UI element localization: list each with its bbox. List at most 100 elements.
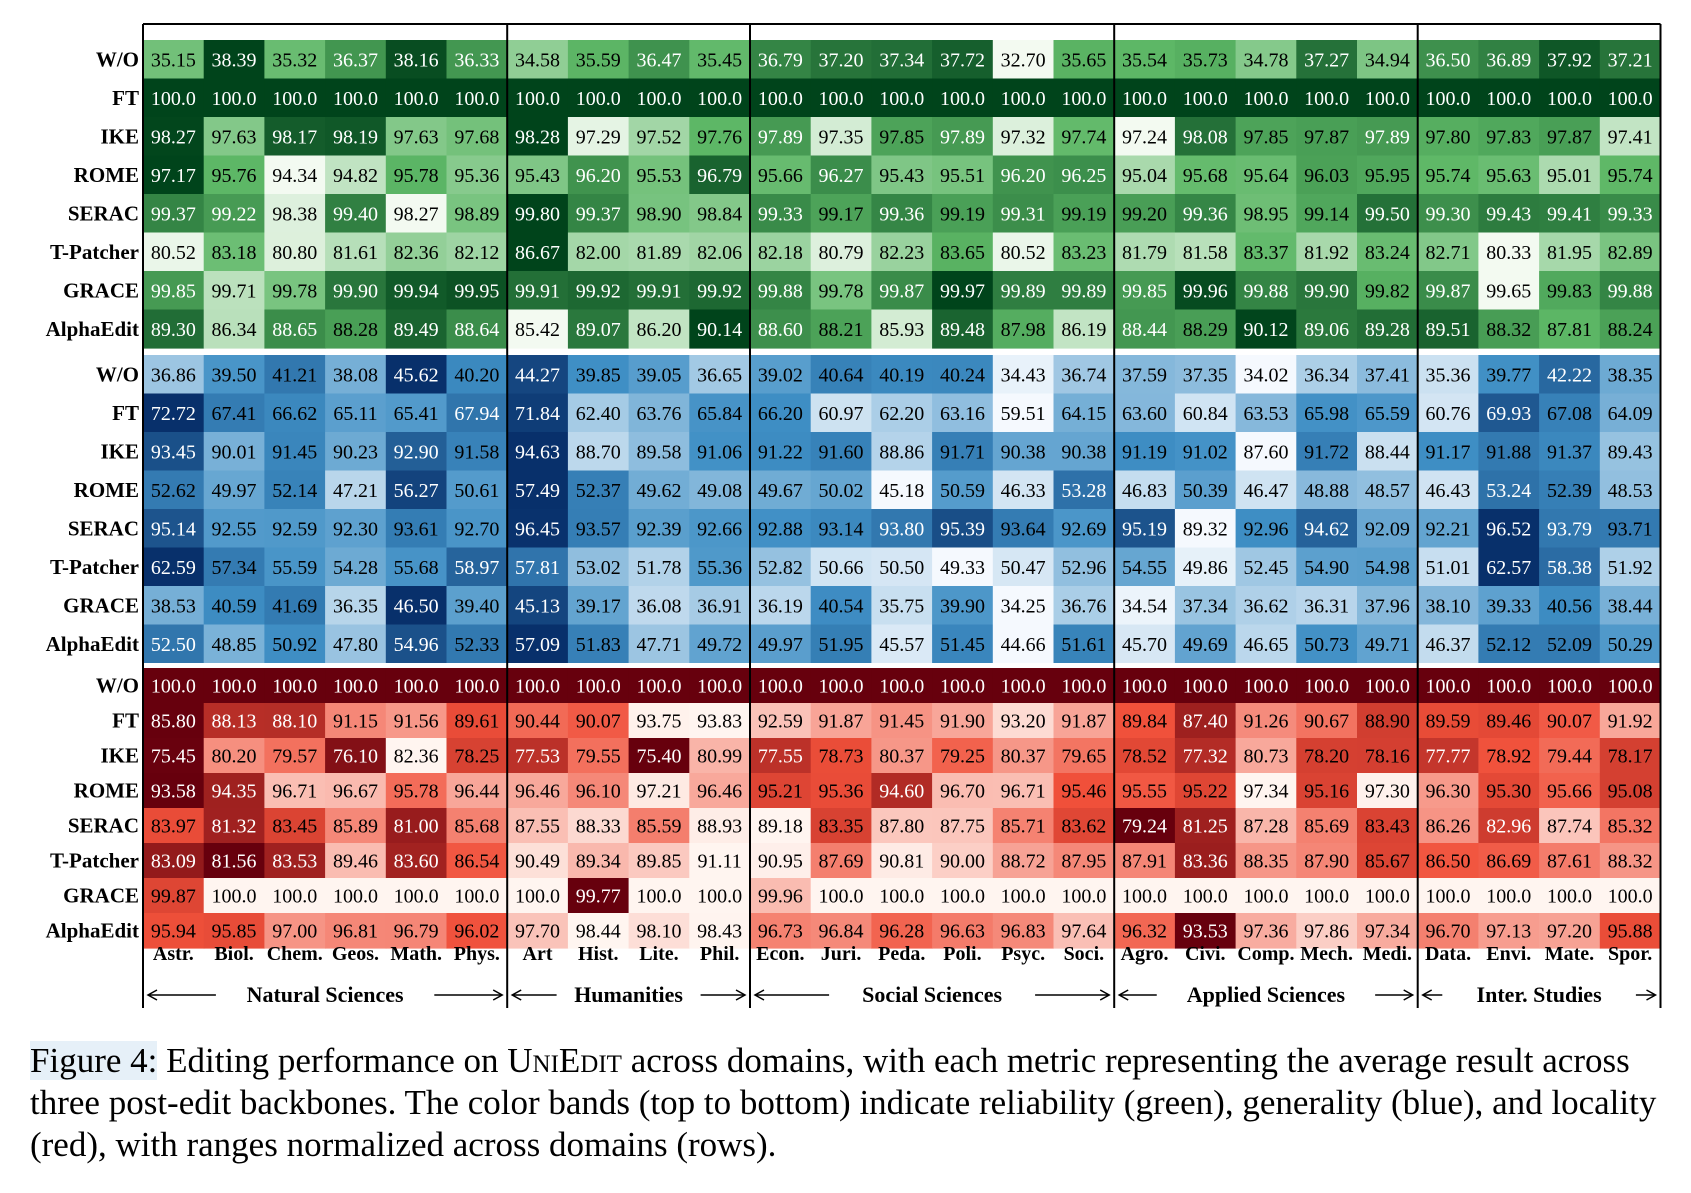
cell-value: 88.35 [1243, 851, 1288, 873]
cell-value: 100.0 [758, 676, 803, 698]
heat-cell [1357, 40, 1419, 80]
cell-value: 90.07 [576, 711, 621, 733]
row-label: W/O [96, 47, 139, 71]
heat-cell [1053, 703, 1115, 739]
cell-value: 99.82 [1365, 280, 1410, 302]
cell-value: 83.24 [1365, 242, 1410, 264]
cell-value: 97.70 [515, 921, 560, 943]
row-generality-w/o: W/O 36.86 39.50 41.21 38.08 45.62 40.20 44.27 39… [96, 355, 1662, 395]
cell-value: 40.64 [819, 364, 864, 386]
cell-value: 41.69 [272, 595, 317, 617]
cell-value: 35.59 [576, 49, 621, 71]
heat-cell [1174, 913, 1237, 949]
cell-value: 86.50 [1426, 851, 1471, 873]
heat-cell [1357, 808, 1419, 844]
column-label: Mate. [1545, 943, 1594, 965]
cell-value: 83.43 [1365, 816, 1410, 838]
heat-cell [1114, 309, 1176, 349]
heat-cell [507, 194, 569, 234]
heat-cell [1539, 155, 1601, 195]
cell-value: 49.62 [636, 480, 681, 502]
cell-value: 46.37 [1426, 634, 1471, 656]
cell-value: 100.0 [1183, 676, 1228, 698]
cell-value: 80.79 [819, 242, 864, 264]
row-reliability-grace: GRACE 99.85 99.71 99.78 99.90 99.94 99.95 99.91… [63, 271, 1662, 311]
heat-cell [750, 470, 812, 510]
heat-cell [689, 738, 751, 774]
column-label: Astr. [153, 943, 194, 965]
cell-value: 50.02 [819, 480, 864, 502]
heat-cell [628, 703, 690, 739]
cell-value: 95.19 [1122, 518, 1167, 540]
column-label: Psyc. [1001, 943, 1045, 965]
cell-value: 98.10 [636, 921, 681, 943]
cell-value: 100.0 [940, 88, 985, 110]
cell-value: 97.63 [394, 126, 439, 148]
heat-cell [932, 155, 994, 195]
row-reliability-w/o: W/O 35.15 38.39 35.32 36.37 38.16 36.33 34.58 35… [96, 40, 1662, 80]
heat-cell [143, 773, 205, 809]
heat-cell [1174, 117, 1237, 157]
heat-cell [1539, 432, 1601, 472]
heat-cell [203, 117, 265, 157]
heat-cell [1357, 393, 1419, 433]
heat-cell [1296, 547, 1358, 587]
heat-cell [932, 509, 994, 549]
heat-cell [567, 878, 630, 914]
heat-cell [810, 194, 872, 234]
cell-value: 36.08 [636, 595, 681, 617]
cell-value: 79.24 [1122, 816, 1167, 838]
heat-cell [1478, 738, 1540, 774]
cell-value: 91.37 [1547, 441, 1592, 463]
row-reliability-serac: SERAC 99.37 99.22 98.38 99.40 98.27 98.89 99.80… [68, 194, 1662, 234]
heat-cell [264, 232, 326, 272]
heat-cell [1296, 808, 1358, 844]
cell-value: 91.72 [1304, 441, 1349, 463]
cell-value: 97.89 [1365, 126, 1410, 148]
heat-cell [567, 586, 630, 626]
heat-cell [810, 309, 872, 349]
heat-cell [1235, 808, 1297, 844]
heat-cell [628, 309, 690, 349]
cell-value: 36.89 [1486, 49, 1531, 71]
heat-cell [507, 586, 569, 626]
cell-value: 45.62 [394, 364, 439, 386]
heat-cell [203, 547, 265, 587]
heat-cell [507, 309, 569, 349]
heat-cell [932, 586, 994, 626]
heat-cell [992, 393, 1055, 433]
heat-cell [1296, 271, 1358, 311]
cell-value: 91.92 [1608, 711, 1653, 733]
heat-cell [325, 738, 387, 774]
heat-cell [628, 843, 690, 879]
heat-cell [1478, 155, 1540, 195]
cell-value: 44.27 [515, 364, 560, 386]
cell-value: 97.87 [1547, 126, 1592, 148]
heat-cell [1539, 355, 1601, 395]
cell-value: 96.52 [1486, 518, 1531, 540]
heat-cell [385, 40, 448, 80]
cell-value: 100.0 [1001, 886, 1046, 908]
cell-value: 89.43 [1608, 441, 1653, 463]
cell-value: 88.10 [272, 711, 317, 733]
cell-value: 95.68 [1183, 165, 1228, 187]
heat-cell [1174, 703, 1237, 739]
heat-cell [1417, 117, 1479, 157]
heat-cell [203, 878, 265, 914]
cell-value: 93.64 [1001, 518, 1046, 540]
cell-value: 99.37 [151, 203, 196, 225]
cell-value: 90.49 [515, 851, 560, 873]
cell-value: 97.52 [636, 126, 681, 148]
heat-cell [1599, 309, 1662, 349]
heat-cell [750, 509, 812, 549]
cell-value: 100.0 [515, 676, 560, 698]
heat-cell [1174, 78, 1237, 118]
cell-value: 36.33 [454, 49, 499, 71]
heat-cell [871, 843, 933, 879]
heat-cell [1417, 232, 1479, 272]
heat-cell [385, 355, 448, 395]
heat-cell [1296, 155, 1358, 195]
cell-value: 52.12 [1486, 634, 1531, 656]
row-label: ROME [74, 478, 139, 502]
cell-value: 38.16 [394, 49, 439, 71]
